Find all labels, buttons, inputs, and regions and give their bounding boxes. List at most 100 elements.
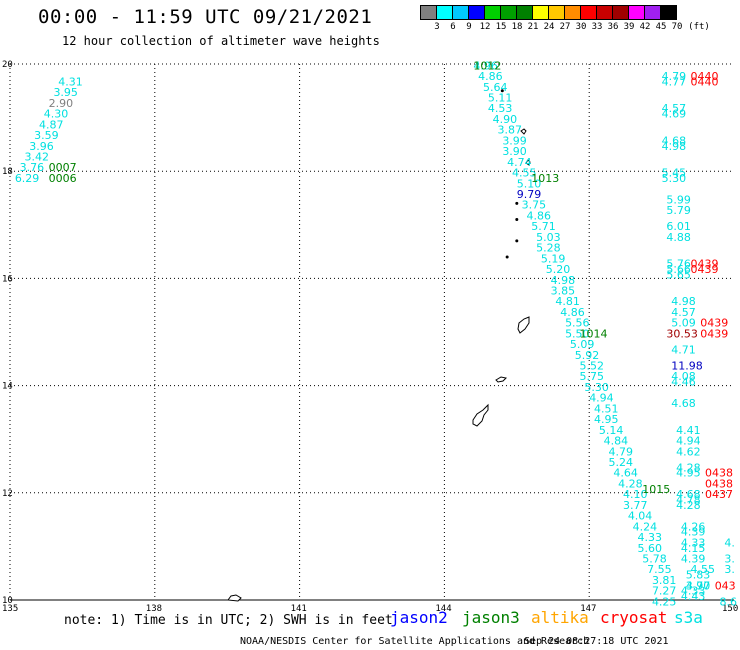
footer-note: note: 1) Time is in UTC; 2) SWH is in fe… (64, 613, 393, 628)
wave-height-label: 8.6 (720, 595, 738, 608)
wave-height-label: 4.77 (662, 75, 687, 88)
island-outline (495, 376, 508, 383)
wave-height-label: 5.65 (666, 268, 691, 281)
wave-height-label: 4.24 (633, 520, 658, 533)
wave-height-label: 5.14 (599, 424, 624, 437)
wave-height-label: 4.33 (681, 536, 706, 549)
wave-height-label: 5.30 (662, 172, 687, 185)
wave-height-label: 30.53 (666, 327, 698, 340)
lat-tick-label: 14 (2, 382, 13, 392)
legend-altika: altika (531, 608, 589, 627)
colorbar-label: 39 (623, 22, 635, 32)
colorbar-label: 24 (543, 22, 555, 32)
wave-height-label: 4.68 (662, 134, 687, 147)
wave-height-label: 4.68 (676, 488, 701, 501)
wave-height-label: 3.70 (686, 579, 711, 592)
wave-height-label: 0006 (49, 172, 77, 185)
wave-height-label: 0440 (691, 75, 719, 88)
wave-height-label: 4.98 (551, 274, 576, 287)
wave-height-label: 3.75 (522, 199, 547, 212)
wave-height-label: 3.42 (24, 150, 49, 163)
wave-height-label: 4.96 (473, 59, 498, 72)
colorbar-label: 45 (655, 22, 667, 32)
wave-height-label: 3. (724, 563, 735, 576)
lat-tick-label: 18 (2, 167, 13, 177)
wave-height-label: 3.95 (53, 86, 78, 99)
colorbar-label: 12 (479, 22, 491, 32)
colorbar-label: 3 (434, 22, 440, 32)
wave-height-label: 5.99 (666, 193, 691, 206)
wave-height-label: 4.04 (628, 510, 653, 523)
footer-timestamp: Sep 24 08:27:18 UTC 2021 (524, 636, 669, 647)
wave-height-label: 2.90 (49, 97, 74, 110)
lon-tick-label: 150 (722, 604, 738, 614)
wave-height-label: 3.59 (34, 129, 59, 142)
island-dot (500, 89, 504, 93)
wave-height-label: 4.28 (676, 499, 701, 512)
wave-height-label: 3.76 (20, 161, 45, 174)
wave-height-label: 4.86 (478, 70, 503, 83)
wave-height-label: 4. (724, 536, 735, 549)
lon-tick-label: 144 (435, 604, 451, 614)
wave-height-label: 5.66 (666, 263, 691, 276)
wave-height-label: 5.20 (546, 263, 571, 276)
wave-height-label: 5.56 (565, 317, 590, 330)
island-outline (525, 159, 531, 166)
legend-jason2: jason2 (390, 608, 448, 627)
wave-height-label: 4.39 (681, 552, 706, 565)
wave-height-label: 4.98 (671, 295, 696, 308)
wave-height-label: 043 (715, 579, 736, 592)
wave-height-label: 4.68 (671, 397, 696, 410)
legend-s3a: s3a (674, 608, 703, 627)
wave-height-label: 5.75 (580, 370, 605, 383)
footer-credit: NOAA/NESDIS Center for Satellite Applica… (240, 636, 590, 647)
chart-title: 00:00 - 11:59 UTC 09/21/2021 (38, 6, 373, 28)
wave-height-label: 4.94 (589, 392, 614, 405)
lon-tick-label: 138 (146, 604, 162, 614)
wave-height-colorbar (420, 5, 677, 20)
wave-height-label: 4.64 (613, 467, 638, 480)
wave-height-label: 11.98 (671, 360, 703, 373)
wave-height-label: 0437 (705, 488, 733, 501)
colorbar-label: 70 (671, 22, 683, 32)
wave-height-label: 5.30 (584, 381, 609, 394)
wave-height-label: 4.55 (691, 563, 716, 576)
wave-height-label: 4.86 (560, 306, 585, 319)
colorbar-label: 27 (559, 22, 571, 32)
wave-height-label: 5.52 (580, 360, 605, 373)
wave-height-label: 4.69 (662, 108, 687, 121)
wave-height-label: 5.83 (686, 569, 711, 582)
wave-height-label: 4.28 (618, 477, 643, 490)
island-dot (515, 239, 519, 243)
wave-height-label: 4.87 (39, 118, 64, 131)
wave-height-label: 0439 (691, 258, 719, 271)
lat-tick-label: 20 (2, 60, 13, 70)
colorbar-label: 21 (527, 22, 539, 32)
wave-height-label: 5.76 (666, 258, 691, 271)
wave-height-label: 4.57 (662, 102, 687, 115)
wave-height-label: 5.92 (575, 349, 600, 362)
island-outline (520, 128, 527, 135)
wave-height-label: 3.90 (502, 145, 527, 158)
wave-height-label: 4.86 (526, 209, 551, 222)
legend-cryosat: cryosat (600, 608, 668, 627)
wave-height-label: 4.30 (44, 108, 69, 121)
wave-height-label: 9.79 (517, 188, 542, 201)
wave-height-label: 5.09 (570, 338, 595, 351)
wave-height-label: 3.81 (652, 574, 677, 587)
wave-height-label: 0440 (691, 70, 719, 83)
wave-height-label: 3.96 (29, 140, 54, 153)
wave-height-label: 3.77 (623, 499, 648, 512)
wave-height-label: 4.55 (512, 167, 537, 180)
island-outline (472, 403, 489, 427)
wave-height-label: 1012 (473, 59, 501, 72)
colorbar-label: 36 (607, 22, 619, 32)
wave-height-label: 4.71 (671, 343, 696, 356)
wave-height-label: 0007 (49, 161, 77, 174)
chart-subtitle: 12 hour collection of altimeter wave hei… (62, 34, 380, 48)
island-dot (515, 201, 519, 205)
wave-height-label: 4.43 (681, 590, 706, 603)
wave-height-label: 0439 (691, 263, 719, 276)
wave-height-label: 5.60 (637, 542, 662, 555)
